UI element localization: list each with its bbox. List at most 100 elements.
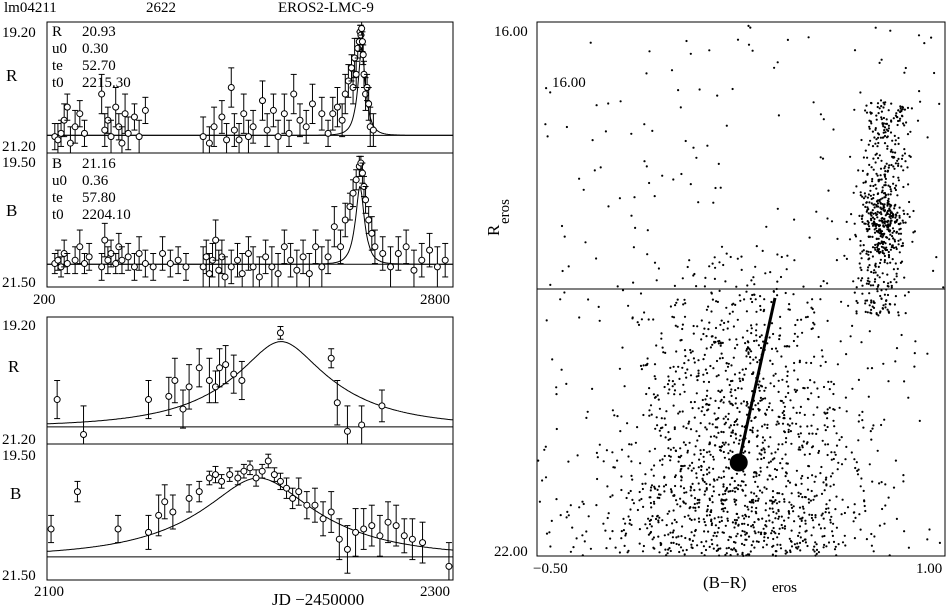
- cmd-star-point: [726, 517, 729, 520]
- cmd-star-point: [779, 315, 782, 318]
- b-param-name-1: u0: [52, 173, 67, 189]
- cmd-star-point: [883, 209, 887, 212]
- cmd-star-point: [900, 333, 903, 337]
- cmd-star-point: [894, 114, 898, 117]
- cmd-star-point: [724, 421, 728, 424]
- cmd-star-point: [653, 547, 656, 550]
- cmd-star-point: [895, 347, 899, 350]
- cmd-star-point: [875, 114, 878, 117]
- cmd-star-point: [679, 546, 683, 549]
- cmd-star-point: [565, 125, 569, 129]
- b-full-data-point: [249, 263, 257, 271]
- b-full-data-point: [212, 236, 220, 244]
- cmd-star-point: [802, 440, 805, 443]
- cmd-star-point: [889, 281, 892, 284]
- cmd-star-point: [759, 470, 762, 473]
- cmd-star-point: [771, 478, 774, 481]
- cmd-star-point: [895, 517, 899, 521]
- b-param-name-2: te: [52, 190, 63, 206]
- cmd-star-point: [757, 531, 760, 534]
- cmd-star-point: [676, 503, 679, 506]
- cmd-star-point: [886, 308, 889, 311]
- cmd-star-point: [661, 519, 664, 522]
- cmd-star-point: [812, 413, 815, 416]
- cmd-star-point: [712, 458, 715, 461]
- b-full-data-point: [221, 273, 229, 281]
- cmd-star-point: [823, 527, 826, 530]
- cmd-star-point: [887, 380, 890, 383]
- cmd-star-point: [758, 335, 762, 338]
- b-zoom-data-point: [195, 488, 203, 496]
- cmd-star-point: [783, 498, 786, 501]
- cmd-star-point: [888, 230, 891, 233]
- cmd-star-point: [909, 130, 912, 133]
- cmd-star-point: [657, 398, 660, 401]
- cmd-star-point: [898, 206, 901, 209]
- cmd-star-point: [628, 522, 631, 525]
- cmd-star-point: [815, 210, 818, 213]
- cmd-star-point: [734, 303, 737, 306]
- cmd-star-point: [878, 107, 881, 110]
- cmd-star-point: [710, 291, 713, 294]
- cmd-star-point: [708, 497, 711, 500]
- cmd-star-point: [895, 230, 899, 233]
- cmd-star-point: [619, 100, 622, 103]
- cmd-star-point: [779, 275, 783, 279]
- cmd-star-point: [802, 285, 805, 288]
- cmd-star-point: [701, 406, 704, 409]
- r-full-data-point: [230, 126, 238, 134]
- cmd-star-point: [879, 242, 882, 245]
- r-param-value-3: 2215.30: [82, 75, 131, 91]
- b-full-data-point: [274, 270, 282, 278]
- cmd-star-point: [681, 525, 684, 528]
- cmd-star-point: [733, 547, 736, 550]
- cmd-star-point: [890, 204, 893, 207]
- cmd-star-point: [821, 439, 824, 442]
- cmd-star-point: [806, 386, 809, 389]
- cmd-star-point: [627, 515, 630, 518]
- cmd-star-point: [818, 523, 821, 526]
- cmd-star-point: [723, 443, 726, 446]
- cmd-star-point: [595, 257, 598, 260]
- cmd-star-point: [877, 242, 880, 245]
- cmd-star-point: [759, 304, 762, 308]
- cmd-star-point: [885, 162, 888, 165]
- cmd-star-point: [687, 514, 690, 517]
- cmd-star-point: [819, 472, 822, 475]
- cmd-star-point: [731, 310, 734, 313]
- cmd-star-point: [751, 523, 755, 527]
- cmd-star-point: [698, 488, 701, 491]
- cmd-star-point: [571, 526, 574, 529]
- cmd-star-point: [759, 295, 762, 298]
- cmd-star-point: [796, 318, 799, 322]
- cmd-star-point: [672, 365, 675, 368]
- b-full-data-point: [76, 243, 84, 251]
- cmd-star-point: [926, 136, 929, 139]
- cmd-star-point: [682, 487, 686, 490]
- cmd-star-point: [864, 509, 867, 513]
- cmd-star-point: [845, 445, 848, 448]
- cmd-ytick-top: 16.00: [494, 24, 528, 40]
- cmd-star-point: [649, 518, 653, 522]
- cmd-star-point: [887, 166, 890, 169]
- cmd-star-point: [689, 489, 692, 492]
- cmd-star-point: [713, 277, 717, 280]
- cmd-star-point: [654, 517, 658, 521]
- cmd-star-point: [883, 134, 887, 138]
- cmd-star-point: [689, 348, 692, 352]
- cmd-star-point: [892, 182, 895, 185]
- cmd-star-point: [583, 540, 586, 543]
- cmd-star-point: [777, 517, 780, 520]
- cmd-star-point: [788, 345, 791, 348]
- cmd-star-point: [737, 484, 740, 487]
- cmd-star-point: [586, 410, 589, 413]
- cmd-star-point: [887, 223, 890, 226]
- cmd-star-point: [786, 423, 790, 426]
- cmd-star-point: [646, 527, 649, 530]
- cmd-star-point: [793, 259, 796, 262]
- cmd-star-point: [658, 516, 661, 519]
- cmd-star-point: [751, 300, 754, 304]
- r-zoom-data-point: [145, 396, 152, 404]
- cmd-star-point: [855, 312, 858, 315]
- cmd-star-point: [720, 519, 724, 523]
